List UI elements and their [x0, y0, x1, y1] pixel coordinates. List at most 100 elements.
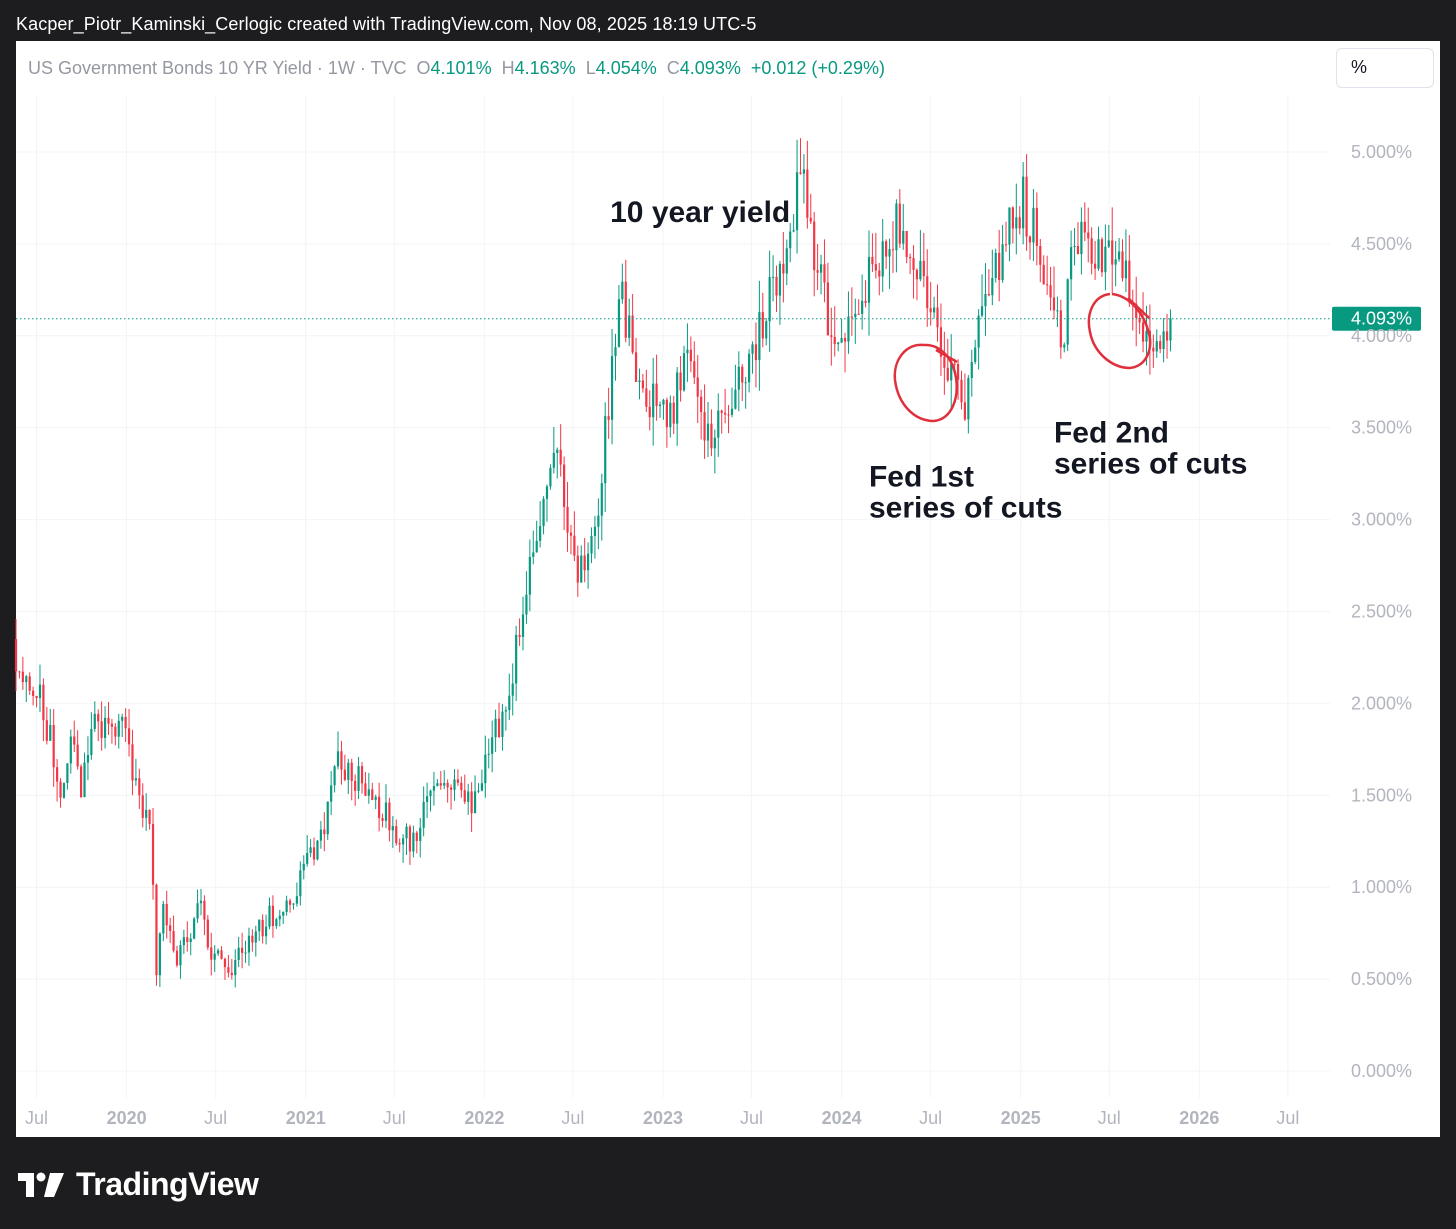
percent-scale-button[interactable]: %	[1336, 48, 1434, 88]
candle-body	[1145, 330, 1148, 342]
candle-body	[323, 829, 326, 835]
candle-body	[638, 380, 641, 383]
candle-body	[730, 408, 734, 415]
candle-body	[1155, 341, 1158, 352]
candle-body	[658, 404, 662, 406]
candle-body	[138, 778, 141, 796]
candle-body	[62, 782, 66, 798]
candle-body	[230, 972, 233, 976]
candle-body	[491, 737, 494, 754]
candle-body	[14, 639, 18, 672]
candle-body	[1111, 240, 1114, 265]
candle-body	[782, 263, 785, 274]
candle-body	[950, 363, 953, 381]
x-tick-label: Jul	[1276, 1108, 1299, 1128]
candle-body	[35, 695, 38, 699]
candle-body	[539, 526, 542, 541]
candle-body	[223, 958, 227, 968]
candle-body	[915, 269, 919, 280]
candle-body	[905, 230, 908, 258]
time-axis[interactable]: Jul 2020 Jul 2021 Jul 2022 Jul 2023 Jul 2024 Jul 20…	[25, 1108, 1299, 1128]
candle-body	[45, 720, 48, 741]
candle-body	[343, 769, 346, 780]
candle-body	[330, 785, 333, 802]
candle-body	[124, 716, 127, 729]
tradingview-logo[interactable]: TradingView	[18, 1166, 259, 1203]
candle-body	[645, 388, 648, 407]
candle-body	[576, 555, 579, 583]
candle-body	[946, 367, 949, 381]
candle-body	[110, 723, 114, 727]
y-tick-label: 2.500%	[1351, 602, 1412, 622]
candle-body	[724, 412, 727, 415]
candle-body	[891, 249, 895, 251]
candle-body	[867, 256, 871, 303]
symbol-legend[interactable]: US Government Bonds 10 YR Yield · 1W · T…	[28, 58, 885, 79]
tradingview-mark-icon	[18, 1172, 64, 1197]
candle-body	[93, 713, 96, 729]
y-tick-label: 1.000%	[1351, 877, 1412, 897]
candle-body	[494, 718, 497, 738]
candle-body	[59, 781, 62, 798]
candle-body	[449, 787, 453, 790]
candle-body	[569, 532, 573, 536]
candle-body	[943, 356, 946, 368]
candle-body	[532, 552, 535, 557]
candle-body	[789, 231, 792, 249]
annotation-line: series of cuts	[869, 492, 1062, 525]
candle-body	[655, 383, 658, 406]
candle-body	[669, 402, 672, 428]
candle-body	[182, 937, 185, 946]
candle-body	[497, 718, 501, 738]
candle-body	[1165, 331, 1169, 341]
candle-body	[1100, 239, 1104, 273]
candle-body	[1042, 264, 1045, 285]
candle-body	[381, 818, 384, 821]
candle-body	[79, 766, 83, 797]
candle-body	[518, 634, 521, 637]
candle-body	[49, 725, 52, 741]
candle-body	[175, 950, 179, 966]
candle-body	[261, 919, 264, 937]
candle-body	[463, 790, 466, 802]
candle-body	[169, 925, 172, 932]
candle-body	[586, 553, 590, 571]
candle-body	[874, 264, 877, 271]
candle-body	[761, 312, 764, 339]
annotation-line: series of cuts	[1054, 447, 1247, 480]
candle-body	[1090, 238, 1093, 264]
candle-body	[439, 783, 442, 786]
candle-body	[758, 312, 761, 361]
candle-body	[617, 299, 621, 348]
candle-body	[771, 276, 775, 278]
candle-body	[713, 437, 716, 449]
candle-body	[706, 423, 710, 441]
candle-body	[25, 676, 28, 683]
candle-body	[203, 900, 206, 920]
candle-body	[806, 169, 809, 218]
candle-body	[977, 315, 980, 348]
candle-body	[244, 952, 247, 954]
candle-body	[436, 783, 439, 787]
candle-body	[52, 725, 55, 768]
candle-body	[737, 366, 740, 390]
candle-body	[193, 918, 196, 939]
candle-body	[1046, 284, 1049, 286]
price-axis[interactable]: 5.000% 4.500% 4.000% 3.500% 3.000% 2.500% 2.00…	[1351, 142, 1412, 1081]
chart-caption: Kacper_Piotr_Kaminski_Cerlogic created w…	[16, 14, 757, 34]
candle-body	[309, 847, 312, 854]
candle-body	[956, 364, 960, 380]
candle-body	[813, 221, 816, 271]
candle-body	[847, 316, 850, 342]
candle-body	[405, 826, 408, 839]
candle-body	[477, 790, 480, 792]
candle-body	[470, 791, 473, 814]
x-tick-label: Jul	[561, 1108, 584, 1128]
candle-body	[607, 416, 610, 420]
candle-body	[1083, 221, 1086, 233]
candle-body	[871, 256, 874, 265]
candle-body	[271, 905, 275, 927]
candle-body	[121, 716, 124, 721]
